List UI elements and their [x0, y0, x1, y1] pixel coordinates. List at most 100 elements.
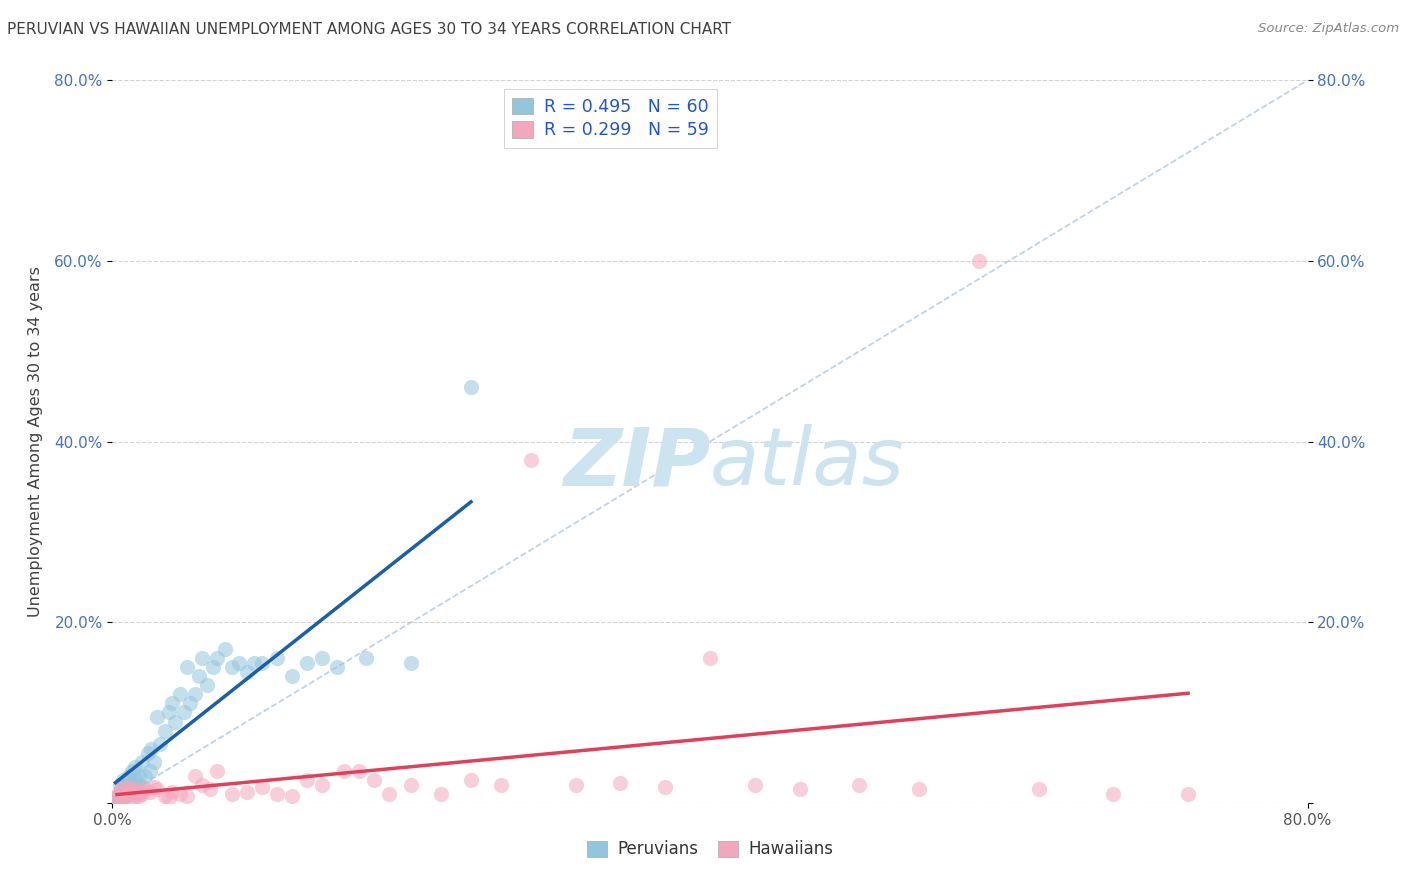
Point — [699, 651, 721, 665]
Point — [205, 764, 228, 779]
Point — [120, 780, 142, 794]
Point — [127, 787, 149, 801]
Point — [162, 697, 183, 711]
Point — [250, 780, 273, 794]
Point — [489, 778, 512, 792]
Point — [105, 793, 128, 807]
Point — [789, 782, 811, 797]
Point — [266, 787, 288, 801]
Point — [205, 651, 228, 665]
Point — [520, 452, 543, 467]
Point — [311, 651, 333, 665]
Point — [157, 791, 180, 805]
Point — [121, 778, 143, 792]
Point — [134, 769, 156, 783]
Point — [107, 787, 129, 801]
Point — [564, 778, 586, 792]
Point — [214, 642, 236, 657]
Point — [347, 764, 370, 779]
Text: ZIP: ZIP — [562, 425, 710, 502]
Point — [236, 785, 259, 799]
Y-axis label: Unemployment Among Ages 30 to 34 years: Unemployment Among Ages 30 to 34 years — [28, 266, 44, 617]
Point — [104, 791, 127, 805]
Point — [183, 769, 205, 783]
Point — [295, 773, 318, 788]
Point — [134, 782, 156, 797]
Point — [121, 791, 143, 805]
Point — [430, 787, 453, 801]
Point — [114, 780, 135, 794]
Point — [108, 778, 131, 792]
Point — [179, 697, 201, 711]
Point — [120, 787, 142, 801]
Point — [143, 780, 166, 794]
Point — [138, 746, 160, 760]
Point — [128, 789, 150, 803]
Point — [183, 687, 205, 701]
Point — [117, 782, 139, 797]
Point — [609, 776, 631, 790]
Point — [110, 782, 132, 797]
Point — [122, 785, 145, 799]
Point — [325, 660, 347, 674]
Point — [281, 669, 304, 683]
Point — [129, 780, 152, 794]
Point — [311, 778, 333, 792]
Point — [221, 660, 243, 674]
Point — [173, 706, 195, 720]
Point — [114, 789, 135, 803]
Point — [107, 789, 129, 803]
Point — [266, 651, 288, 665]
Point — [295, 656, 318, 670]
Point — [228, 656, 250, 670]
Point — [250, 656, 273, 670]
Point — [131, 787, 153, 801]
Point — [195, 678, 218, 692]
Point — [149, 737, 172, 751]
Point — [139, 785, 162, 799]
Point — [1028, 782, 1050, 797]
Point — [169, 687, 191, 701]
Point — [124, 760, 146, 774]
Point — [967, 254, 990, 268]
Point — [117, 782, 139, 797]
Point — [125, 773, 148, 788]
Point — [333, 764, 356, 779]
Point — [191, 778, 214, 792]
Point — [157, 706, 180, 720]
Point — [153, 723, 176, 738]
Point — [654, 780, 676, 794]
Point — [1102, 787, 1125, 801]
Point — [111, 791, 134, 805]
Point — [146, 782, 169, 797]
Point — [848, 778, 870, 792]
Point — [401, 778, 423, 792]
Point — [131, 755, 153, 769]
Point — [460, 380, 482, 394]
Point — [146, 710, 169, 724]
Text: Source: ZipAtlas.com: Source: ZipAtlas.com — [1258, 22, 1399, 36]
Point — [176, 660, 198, 674]
Point — [460, 773, 482, 788]
Point — [122, 782, 145, 797]
Point — [127, 778, 149, 792]
Point — [118, 769, 141, 783]
Point — [236, 665, 259, 679]
Point — [117, 773, 139, 788]
Point — [128, 769, 150, 783]
Point — [356, 651, 378, 665]
Legend: Peruvians, Hawaiians: Peruvians, Hawaiians — [579, 832, 841, 867]
Point — [105, 791, 128, 805]
Point — [198, 782, 221, 797]
Point — [165, 714, 187, 729]
Point — [118, 787, 141, 801]
Point — [139, 764, 162, 779]
Point — [111, 773, 134, 788]
Point — [115, 785, 138, 799]
Point — [744, 778, 766, 792]
Point — [124, 789, 146, 803]
Point — [363, 773, 385, 788]
Point — [243, 656, 266, 670]
Point — [110, 791, 132, 805]
Point — [125, 782, 148, 797]
